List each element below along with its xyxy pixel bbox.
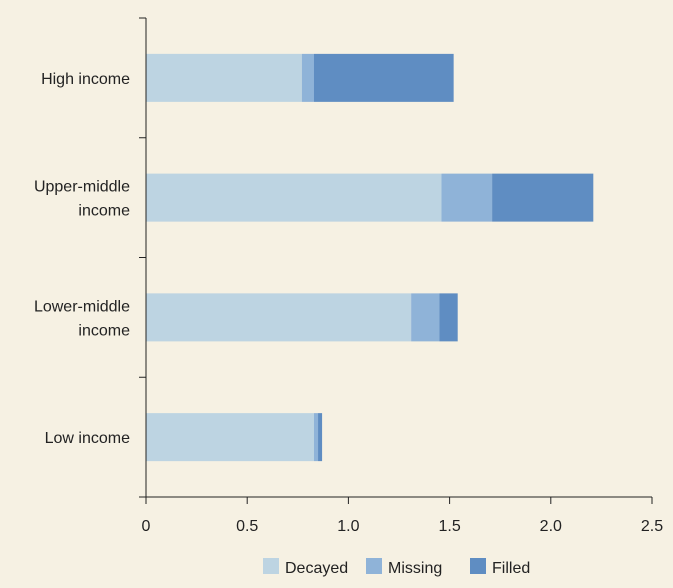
- bar-lower-middle-income-missing: [411, 293, 440, 342]
- bars-group: [146, 53, 594, 462]
- bar-lower-middle-income-decayed: [146, 293, 412, 342]
- bar-upper-middle-income-missing: [441, 173, 493, 222]
- legend-label-decayed: Decayed: [285, 560, 348, 577]
- bar-high-income-decayed: [146, 53, 302, 102]
- category-label-high-income: High income: [41, 71, 130, 88]
- bar-lower-middle-income-filled: [439, 293, 458, 342]
- bar-low-income-missing: [313, 413, 319, 462]
- x-tick-label: 1.5: [438, 518, 460, 535]
- x-tick-label: 1.0: [337, 518, 359, 535]
- bar-low-income-filled: [318, 413, 323, 462]
- legend-swatch-missing: [366, 558, 382, 574]
- axes-group: [139, 17, 653, 504]
- legend-label-filled: Filled: [492, 560, 530, 577]
- category-labels: High income Upper-middle income Lower-middl…: [34, 71, 130, 447]
- legend-label-missing: Missing: [388, 560, 442, 577]
- bar-high-income-missing: [301, 53, 314, 102]
- bar-low-income-decayed: [146, 413, 314, 462]
- x-tick-label: 0: [142, 518, 151, 535]
- bar-upper-middle-income-filled: [492, 173, 594, 222]
- legend-swatch-decayed: [263, 558, 279, 574]
- legend-swatch-filled: [470, 558, 486, 574]
- x-tick-label: 2.5: [641, 518, 663, 535]
- bar-high-income-filled: [313, 53, 454, 102]
- x-tick-label: 0.5: [236, 518, 258, 535]
- category-label-low-income: Low income: [45, 430, 130, 447]
- x-tick-labels: 0 0.5 1.0 1.5 2.0 2.5: [142, 518, 664, 535]
- x-tick-label: 2.0: [540, 518, 562, 535]
- legend: Decayed Missing Filled: [263, 558, 530, 577]
- category-label-upper-middle-income: Upper-middle income: [34, 179, 130, 220]
- category-label-lower-middle-income: Lower-middle income: [34, 298, 130, 339]
- bar-upper-middle-income-decayed: [146, 173, 442, 222]
